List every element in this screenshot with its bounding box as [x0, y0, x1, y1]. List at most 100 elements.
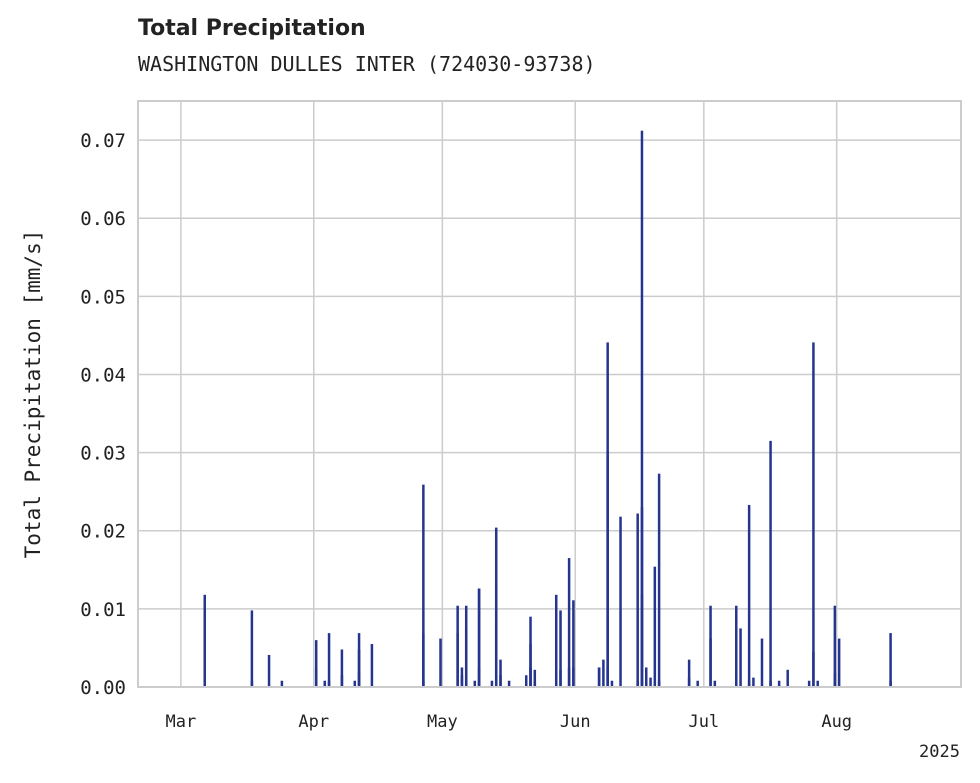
precip-bar	[833, 605, 837, 687]
precip-bar	[533, 680, 537, 687]
precip-bar	[559, 610, 562, 687]
y-tick-label: 0.01	[80, 599, 126, 621]
precip-bar	[812, 342, 815, 687]
precip-bar	[735, 605, 738, 687]
y-tick-label: 0.03	[80, 443, 126, 465]
chart-title: Total Precipitation	[138, 16, 366, 41]
grid-lines	[138, 101, 961, 688]
precip-bar	[460, 667, 464, 687]
precip-bar	[473, 680, 477, 687]
precip-bar	[314, 640, 318, 687]
precip-bar	[636, 513, 639, 687]
chart-subtitle: WASHINGTON DULLES INTER (724030-93738)	[138, 52, 596, 76]
precip-bar	[645, 680, 648, 687]
x-tick-label: May	[427, 712, 458, 732]
precip-bar	[602, 659, 605, 687]
precip-bar	[760, 638, 764, 687]
precip-bar	[477, 588, 481, 687]
year-label: 2025	[919, 742, 960, 762]
precip-bar	[807, 680, 811, 687]
precip-bar	[567, 558, 571, 687]
precip-bar	[422, 633, 425, 687]
precip-bar	[464, 628, 468, 687]
precip-bar	[610, 680, 614, 687]
precip-bar	[739, 628, 742, 687]
precip-bar	[640, 130, 644, 687]
x-tick-label: Mar	[166, 712, 197, 732]
precip-bar	[597, 667, 601, 687]
y-tick-label: 0.04	[80, 364, 126, 386]
precip-bar	[687, 659, 691, 687]
x-tick-label: Jul	[688, 712, 719, 732]
precip-bar	[816, 680, 819, 687]
x-tick-label: Jun	[560, 712, 591, 732]
precip-bar	[203, 633, 206, 687]
y-tick-label: 0.05	[80, 286, 126, 308]
precip-bar	[636, 680, 639, 687]
y-axis-label: Total Precipitation [mm/s]	[21, 230, 45, 559]
precip-bar	[533, 669, 537, 687]
precip-bar	[267, 654, 271, 687]
precip-bar	[327, 633, 331, 687]
precip-bar	[559, 669, 562, 687]
precip-bar	[572, 667, 575, 687]
precip-bar	[769, 680, 772, 687]
precip-bar	[752, 677, 755, 687]
precip-bar	[422, 680, 425, 687]
precip-bar	[619, 516, 622, 687]
precip-bar	[357, 633, 361, 687]
precip-bar	[889, 633, 892, 687]
precip-bar	[709, 638, 712, 687]
precip-bar	[747, 680, 751, 687]
precip-bar	[340, 675, 344, 687]
precip-bar	[769, 440, 772, 687]
precip-bar	[653, 566, 657, 687]
precip-bar	[529, 616, 532, 687]
precip-bar	[837, 638, 841, 687]
precip-bar	[657, 680, 661, 687]
precip-bar	[507, 680, 511, 687]
precip-bar	[439, 638, 442, 687]
x-axis-ticks: Mar Apr May Jun Jul Aug	[166, 712, 853, 732]
precip-bar	[606, 451, 609, 687]
precip-bar	[735, 675, 738, 687]
bar-series	[203, 130, 892, 687]
precip-bar	[713, 680, 717, 687]
precip-bar	[280, 680, 284, 687]
y-tick-label: 0.07	[80, 130, 126, 152]
precip-bar	[640, 594, 644, 687]
precip-bar	[696, 680, 699, 687]
precip-bar	[340, 649, 344, 687]
precip-bar	[786, 669, 789, 687]
precip-bar	[529, 667, 532, 687]
precip-bar	[812, 651, 815, 687]
precip-bar	[203, 680, 206, 687]
precip-bar	[645, 667, 648, 687]
x-tick-label: Apr	[298, 712, 329, 732]
y-tick-label: 0.02	[80, 521, 126, 543]
plot-frame	[137, 100, 962, 688]
precip-bar	[250, 680, 254, 687]
precip-bar	[649, 677, 652, 687]
precip-bar	[554, 594, 558, 687]
precip-bar	[687, 677, 691, 687]
precip-bar	[357, 672, 361, 687]
precip-bar	[889, 680, 892, 687]
precip-bar	[494, 585, 498, 687]
y-tick-label: 0.00	[80, 677, 126, 699]
precip-bar	[499, 659, 502, 687]
precip-bar	[353, 680, 357, 687]
y-tick-label: 0.06	[80, 208, 126, 230]
precip-bar	[572, 600, 575, 687]
precip-bar	[477, 667, 481, 687]
x-tick-label: Aug	[821, 712, 852, 732]
precip-bar	[777, 680, 781, 687]
precip-bar	[524, 675, 528, 687]
precip-bar	[456, 633, 459, 687]
precip-bar	[370, 644, 374, 687]
precip-bar	[747, 504, 751, 687]
precip-bar	[314, 667, 318, 687]
precip-bar	[657, 473, 661, 687]
precip-bar	[833, 672, 837, 687]
